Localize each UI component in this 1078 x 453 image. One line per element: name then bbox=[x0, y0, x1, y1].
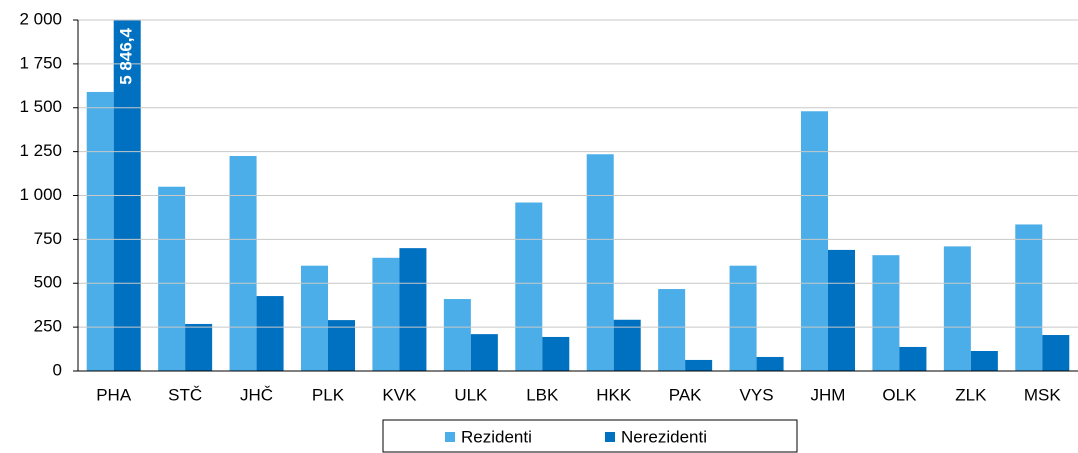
data-label: 5 846,4 bbox=[117, 27, 136, 84]
bar bbox=[872, 255, 900, 371]
y-tick-label: 750 bbox=[34, 229, 62, 248]
legend-label: Nerezidenti bbox=[621, 427, 707, 446]
bar bbox=[729, 265, 757, 371]
y-tick-label: 1 750 bbox=[19, 53, 62, 72]
legend bbox=[382, 419, 798, 453]
bar bbox=[158, 186, 186, 371]
x-tick-label: ULK bbox=[454, 385, 488, 404]
y-tick-label: 0 bbox=[53, 360, 62, 379]
x-tick-label: ZLK bbox=[955, 385, 987, 404]
bar bbox=[685, 359, 713, 371]
bar bbox=[801, 111, 828, 371]
x-tick-label: VYS bbox=[740, 385, 774, 404]
x-tick-label: JHČ bbox=[240, 385, 273, 404]
bar bbox=[185, 323, 213, 371]
y-tick-label: 2 000 bbox=[19, 9, 62, 28]
x-tick-label: PHA bbox=[96, 385, 132, 404]
bar bbox=[515, 202, 543, 371]
bar bbox=[970, 350, 998, 371]
bar bbox=[470, 334, 498, 371]
bar bbox=[86, 91, 114, 371]
plot-area bbox=[86, 20, 1070, 371]
y-tick-label: 1 000 bbox=[19, 185, 62, 204]
y-tick-label: 1 250 bbox=[19, 141, 62, 160]
bar bbox=[1042, 335, 1070, 371]
bar bbox=[399, 248, 427, 371]
x-tick-label: STČ bbox=[168, 385, 202, 404]
bar bbox=[229, 156, 257, 371]
bar bbox=[828, 249, 855, 371]
y-tick-label: 500 bbox=[34, 273, 62, 292]
x-tick-label: PAK bbox=[669, 385, 702, 404]
bar bbox=[899, 346, 927, 371]
legend-label: Rezidenti bbox=[461, 427, 532, 446]
x-tick-label: LBK bbox=[526, 385, 559, 404]
bar bbox=[586, 154, 614, 371]
bar bbox=[372, 257, 400, 371]
bar bbox=[328, 320, 355, 371]
x-tick-label: PLK bbox=[312, 385, 345, 404]
bar bbox=[256, 296, 284, 371]
x-tick-label: JHM bbox=[811, 385, 846, 404]
bar bbox=[443, 299, 471, 371]
bar bbox=[658, 289, 686, 371]
bar bbox=[943, 246, 971, 371]
x-tick-label: HKK bbox=[596, 385, 632, 404]
bar bbox=[613, 319, 641, 371]
y-tick-label: 250 bbox=[34, 317, 62, 336]
legend-swatch bbox=[445, 432, 455, 442]
bar bbox=[542, 336, 570, 371]
bar bbox=[301, 265, 328, 371]
legend-swatch bbox=[605, 432, 615, 442]
x-tick-label: KVK bbox=[382, 385, 417, 404]
y-tick-label: 1 500 bbox=[19, 97, 62, 116]
x-tick-label: MSK bbox=[1024, 385, 1062, 404]
bar bbox=[756, 356, 784, 371]
x-tick-label: OLK bbox=[882, 385, 917, 404]
bar bbox=[1015, 224, 1043, 371]
